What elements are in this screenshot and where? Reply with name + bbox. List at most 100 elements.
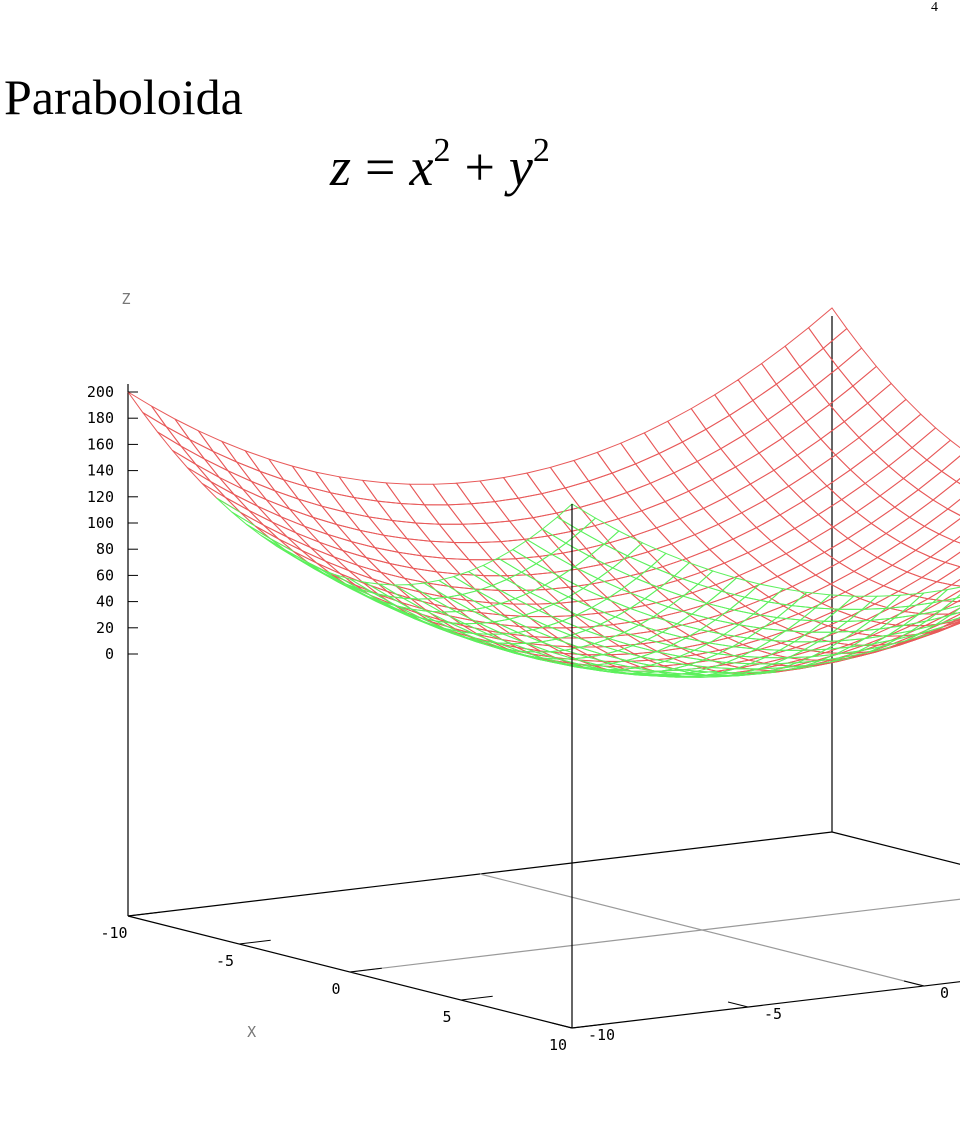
surface-cell — [587, 472, 628, 502]
surface-cell — [843, 402, 884, 439]
surface-cell — [596, 442, 637, 474]
surface-cell — [691, 584, 732, 605]
surface-cell — [267, 458, 309, 488]
surface-cell — [673, 460, 713, 492]
surface-cell — [760, 345, 801, 385]
grid-line-x0 — [349, 898, 960, 973]
surface-cell — [926, 605, 960, 622]
z-tick-label: 100 — [87, 514, 114, 532]
surface-cell — [296, 498, 339, 526]
surface-cell — [239, 511, 279, 540]
surface-cell — [358, 529, 400, 554]
grid-line-y0 — [479, 873, 925, 987]
surface-cell — [832, 511, 873, 540]
surface-cell — [705, 590, 746, 610]
surface-cell — [652, 606, 694, 625]
surface-cell — [620, 577, 661, 600]
surface-cell — [617, 510, 658, 537]
surface-cell — [781, 421, 822, 456]
surface-cell — [644, 599, 685, 618]
surface-cell — [455, 480, 496, 505]
surface-plot: 0 20 40 60 80 100 120 140 160 180 200 Z -10 -5 0 5 10 X -1… — [0, 222, 960, 1129]
surface-cell — [723, 552, 764, 577]
surface-plot-svg: 0 20 40 60 80 100 120 140 160 180 200 Z -10 -5 0 5 10 X -1… — [87, 290, 960, 1054]
surface-cell — [743, 419, 784, 454]
surface-cell — [946, 498, 960, 516]
surface-cell — [926, 439, 960, 472]
z-tick-label: 80 — [96, 540, 114, 558]
surface-cell — [849, 451, 890, 485]
surface-cell — [776, 564, 817, 588]
surface-cell — [887, 446, 928, 480]
page-number: 4 — [931, 0, 938, 15]
surface-cell — [823, 537, 864, 563]
surface-cell — [820, 421, 860, 456]
surface-cell — [602, 491, 643, 520]
surface-cell — [796, 438, 837, 472]
surface-cell — [808, 526, 849, 553]
surface-cell — [549, 459, 590, 489]
surface-cell — [740, 499, 781, 529]
z-tick-label: 180 — [87, 409, 114, 427]
surface-cell — [388, 562, 430, 584]
surface-cell — [127, 391, 167, 428]
surface-cell — [713, 379, 754, 417]
surface-cell — [233, 494, 273, 523]
surface-cell — [714, 575, 756, 597]
surface-cell — [752, 383, 792, 421]
surface-cell — [852, 365, 892, 404]
x-tick-mark — [127, 911, 160, 917]
x-tick-mark — [349, 967, 382, 973]
surface-cell — [629, 586, 670, 606]
surface-cell — [829, 570, 870, 593]
y-tick-label: -10 — [588, 1026, 615, 1044]
surface-cell — [687, 479, 728, 510]
surface-cell — [564, 480, 605, 508]
surface-cell — [204, 458, 244, 490]
x-tick-label: -5 — [216, 952, 234, 970]
surface-cell — [338, 476, 379, 502]
surface-cell — [655, 518, 696, 545]
surface-cell — [911, 427, 952, 461]
surface-cell — [470, 501, 511, 524]
surface-cell — [940, 596, 960, 611]
surface-cell — [938, 518, 960, 542]
surface-cell — [717, 512, 758, 540]
surface-cell — [614, 607, 655, 626]
surface-cell — [929, 540, 960, 563]
surface-cell — [708, 538, 749, 564]
slide-title: Paraboloida — [4, 69, 243, 125]
surface-cell — [737, 362, 778, 402]
surface-cell — [311, 516, 354, 543]
surface-cell — [399, 502, 441, 525]
surface-cell — [826, 469, 866, 501]
surface-cell — [690, 394, 731, 430]
surface-cell — [902, 459, 943, 491]
surface-cell — [634, 452, 675, 484]
surface-cell — [696, 448, 737, 481]
surface-cell — [828, 385, 869, 423]
surface-cell — [681, 428, 722, 463]
surface-cell — [935, 566, 960, 586]
surface-cell — [834, 436, 875, 471]
surface-cell — [326, 533, 368, 559]
surface-cell — [807, 307, 848, 350]
surface-cell — [520, 588, 562, 605]
surface-cell — [620, 432, 660, 465]
surface-cell — [952, 535, 960, 544]
x-tick-label: 5 — [442, 1008, 451, 1026]
surface-cell — [485, 520, 526, 543]
surface-cell — [282, 478, 324, 508]
surface-cell — [254, 525, 294, 552]
surface-cell — [711, 466, 752, 498]
surface-cell — [482, 575, 524, 592]
surface-cell — [932, 480, 960, 510]
surface-cell — [881, 398, 922, 435]
surface-cell — [186, 467, 226, 498]
surface-cell — [896, 413, 937, 449]
surface-cell — [799, 551, 841, 576]
z-tick-label: 140 — [87, 462, 114, 480]
z-tick-label: 40 — [96, 593, 114, 611]
surface-cell — [650, 626, 692, 641]
surface-cell — [432, 482, 473, 506]
